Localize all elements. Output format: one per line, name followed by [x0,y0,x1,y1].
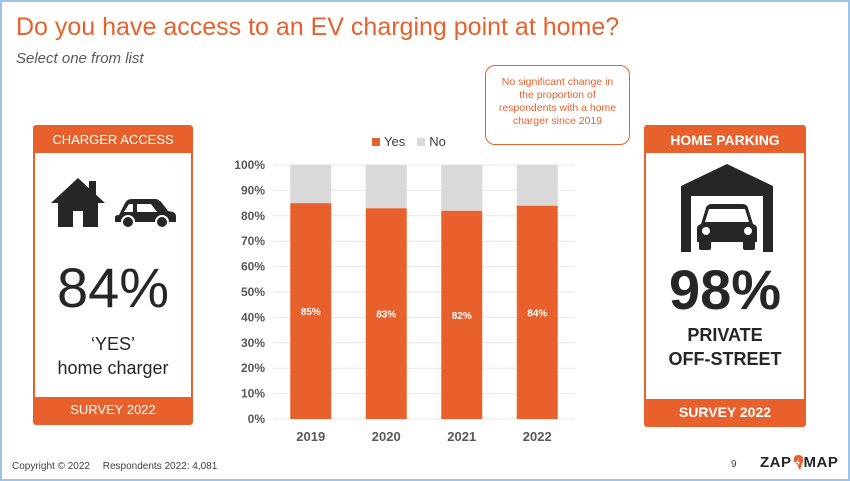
logo-text-right: MAP [803,454,839,471]
home-parking-value: 98% [668,258,782,321]
bar-no-2021 [441,165,483,211]
home-parking-card: HOME PARKING 98% PRIVATE OFF-STREET SURV… [644,125,806,427]
lightning-bolt-icon [793,454,803,470]
footer-text: Copyright © 2022 Respondents 2022: 4,081 [12,461,217,472]
charger-access-value: 84% [56,256,170,319]
logo-text-left: ZAP [760,454,792,471]
callout-note: No significant change in the proportion … [485,65,630,145]
label-line-1: PRIVATE [687,325,763,345]
y-tick-label: 60% [241,260,265,274]
chart-legend: Yes No [372,134,446,149]
legend-swatch-yes [372,137,380,146]
data-label: 82% [452,311,472,322]
y-tick-label: 90% [241,183,265,197]
slide-subtitle: Select one from list [16,50,144,67]
y-tick-label: 50% [241,285,265,299]
legend-label-no: No [429,134,446,149]
charger-access-card: CHARGER ACCESS 84% ‘YES’ home charger SU… [33,125,193,425]
home-parking-label: PRIVATE OFF-STREET [646,323,804,371]
y-tick-label: 0% [248,412,266,426]
legend-label-yes: Yes [384,134,406,149]
legend-swatch-no [417,137,426,146]
card-header: HOME PARKING [646,127,804,153]
x-tick-label: 2021 [447,429,476,444]
stacked-bar-chart: 0% 10% 20% 30% 40% 50% 60% 70% 80% 90% 100% 85% 2019… [234,158,575,444]
slide-title: Do you have access to an EV charging poi… [16,13,620,41]
x-tick-label: 2020 [372,429,401,444]
data-label: 85% [301,307,321,318]
y-tick-label: 70% [241,234,265,248]
bar-no-2019 [290,165,332,204]
label-line-2: home charger [57,358,169,378]
charger-access-label: ‘YES’ home charger [35,332,191,380]
legend-item-no: No [417,134,446,149]
y-tick-label: 80% [241,209,265,223]
legend-item-yes: Yes [372,134,405,149]
y-tick-label: 20% [241,361,265,375]
label-line-1: ‘YES’ [90,334,135,354]
bar-yes-2022 [516,205,558,419]
bar-no-2020 [365,165,407,209]
x-tick-label: 2019 [296,429,325,444]
y-tick-label: 40% [241,310,265,324]
respondents: Respondents 2022: 4,081 [102,461,218,472]
data-label: 84% [527,308,547,319]
copyright: Copyright © 2022 [12,461,90,472]
bar-no-2022 [516,165,558,206]
y-tick-label: 10% [241,387,265,401]
car-icon [115,199,176,229]
bar-yes-2019 [290,203,332,419]
card-footer: SURVEY 2022 [35,397,191,423]
label-line-2: OFF-STREET [668,349,782,369]
garage-car-icon [681,164,773,252]
card-header: CHARGER ACCESS [35,127,191,153]
card-footer: SURVEY 2022 [646,399,804,425]
house-icon [51,178,105,227]
zapmap-logo: ZAP MAP [760,454,838,471]
y-tick-label: 30% [241,336,265,350]
page-number: 9 [731,459,737,470]
data-label: 83% [376,310,396,321]
bar-yes-2020 [365,208,407,419]
x-tick-label: 2022 [523,429,552,444]
y-tick-label: 100% [234,158,265,172]
bar-yes-2021 [441,210,483,419]
